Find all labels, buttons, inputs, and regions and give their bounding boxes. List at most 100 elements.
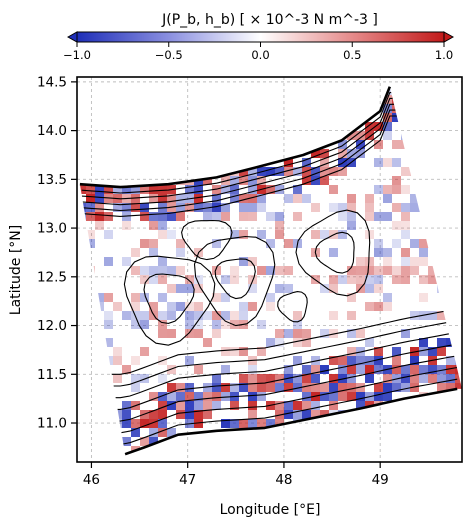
- heatmap-cell: [293, 329, 302, 338]
- y-tick-label: 11.0: [37, 416, 67, 432]
- heatmap-cell: [347, 374, 356, 383]
- heatmap-cell: [392, 176, 401, 185]
- heatmap-cell: [176, 401, 185, 410]
- heatmap-cell: [401, 329, 410, 338]
- heatmap-cell: [374, 248, 383, 257]
- heatmap-cell: [392, 203, 401, 212]
- heatmap-cell: [284, 329, 293, 338]
- heatmap-cell: [401, 230, 410, 239]
- heatmap-cell: [347, 392, 356, 401]
- heatmap-cell: [392, 239, 401, 248]
- heatmap-cell: [239, 302, 248, 311]
- y-tick-label: 14.0: [37, 123, 67, 139]
- heatmap-cell: [293, 383, 302, 392]
- heatmap-cell: [257, 176, 266, 185]
- heatmap-cell: [158, 311, 167, 320]
- heatmap-cell: [185, 275, 194, 284]
- heatmap-cell: [122, 401, 131, 410]
- heatmap-cell: [284, 239, 293, 248]
- heatmap-cell: [401, 185, 410, 194]
- heatmap-cell: [383, 122, 392, 131]
- heatmap-cell: [311, 203, 320, 212]
- heatmap-cell: [428, 347, 437, 356]
- heatmap-cell: [158, 257, 167, 266]
- heatmap-cell: [248, 401, 257, 410]
- heatmap-cell: [104, 338, 113, 347]
- heatmap-cell: [185, 383, 194, 392]
- heatmap-cell: [167, 194, 176, 203]
- heatmap-cell: [176, 392, 185, 401]
- heatmap-cell: [356, 365, 365, 374]
- heatmap-cell: [338, 167, 347, 176]
- heatmap-cell: [428, 266, 437, 275]
- heatmap-cell: [410, 266, 419, 275]
- heatmap-cell: [410, 257, 419, 266]
- heatmap-cell: [140, 437, 149, 446]
- heatmap-cell: [266, 185, 275, 194]
- heatmap-cell: [149, 419, 158, 428]
- heatmap-cell: [392, 347, 401, 356]
- colorbar-tick-label: 1.0: [435, 48, 453, 62]
- heatmap-cell: [203, 212, 212, 221]
- heatmap-cell: [149, 185, 158, 194]
- contour-line: [81, 115, 458, 217]
- heatmap-cell: [320, 392, 329, 401]
- heatmap-cell: [275, 221, 284, 230]
- heatmap-cell: [248, 167, 257, 176]
- heatmap-cell: [347, 194, 356, 203]
- heatmap-cell: [230, 275, 239, 284]
- heatmap-cell: [113, 203, 122, 212]
- heatmap-cell: [140, 419, 149, 428]
- heatmap-cell: [212, 266, 221, 275]
- heatmap-cell: [149, 266, 158, 275]
- heatmap-cell: [374, 158, 383, 167]
- heatmap-cell: [311, 401, 320, 410]
- heatmap-cell: [329, 275, 338, 284]
- heatmap-cell: [248, 365, 257, 374]
- heatmap-cell: [230, 185, 239, 194]
- heatmap-cell: [257, 194, 266, 203]
- heatmap-cell: [383, 293, 392, 302]
- heatmap-cell: [311, 167, 320, 176]
- heatmap-cell: [347, 329, 356, 338]
- heatmap-cell: [239, 176, 248, 185]
- heatmap-cell: [212, 392, 221, 401]
- contour-line: [81, 343, 458, 410]
- heatmap-cell: [392, 365, 401, 374]
- heatmap-cell: [374, 356, 383, 365]
- heatmap-cell: [122, 311, 131, 320]
- contour-ring: [214, 258, 256, 300]
- heatmap-cell: [338, 392, 347, 401]
- heatmap-cell: [392, 275, 401, 284]
- heatmap-cell: [392, 158, 401, 167]
- heatmap-cell: [401, 275, 410, 284]
- heatmap-cell: [149, 194, 158, 203]
- heatmap-cell: [365, 203, 374, 212]
- heatmap-cell: [401, 374, 410, 383]
- heatmap-cell: [176, 266, 185, 275]
- heatmap-cell: [293, 212, 302, 221]
- heatmap-cell: [365, 284, 374, 293]
- heatmap-cell: [401, 257, 410, 266]
- heatmap-cell: [347, 311, 356, 320]
- colorbar-tick-label: 0.0: [251, 48, 269, 62]
- heatmap-cell: [275, 383, 284, 392]
- heatmap-cell: [221, 419, 230, 428]
- contour-ring: [123, 255, 216, 346]
- heatmap-cell: [365, 122, 374, 131]
- heatmap-cell: [104, 293, 113, 302]
- heatmap-cell: [158, 212, 167, 221]
- heatmap-cell: [275, 230, 284, 239]
- heatmap-cell: [230, 176, 239, 185]
- heatmap-cell: [239, 419, 248, 428]
- heatmap-cell: [311, 365, 320, 374]
- heatmap-cell: [374, 284, 383, 293]
- heatmap-cell: [293, 185, 302, 194]
- contour-line: [81, 308, 458, 375]
- heatmap-cell: [140, 347, 149, 356]
- heatmap-cell: [446, 338, 455, 347]
- heatmap-cell: [275, 329, 284, 338]
- heatmap-cell: [221, 275, 230, 284]
- heatmap-cell: [248, 302, 257, 311]
- heatmap-cell: [257, 230, 266, 239]
